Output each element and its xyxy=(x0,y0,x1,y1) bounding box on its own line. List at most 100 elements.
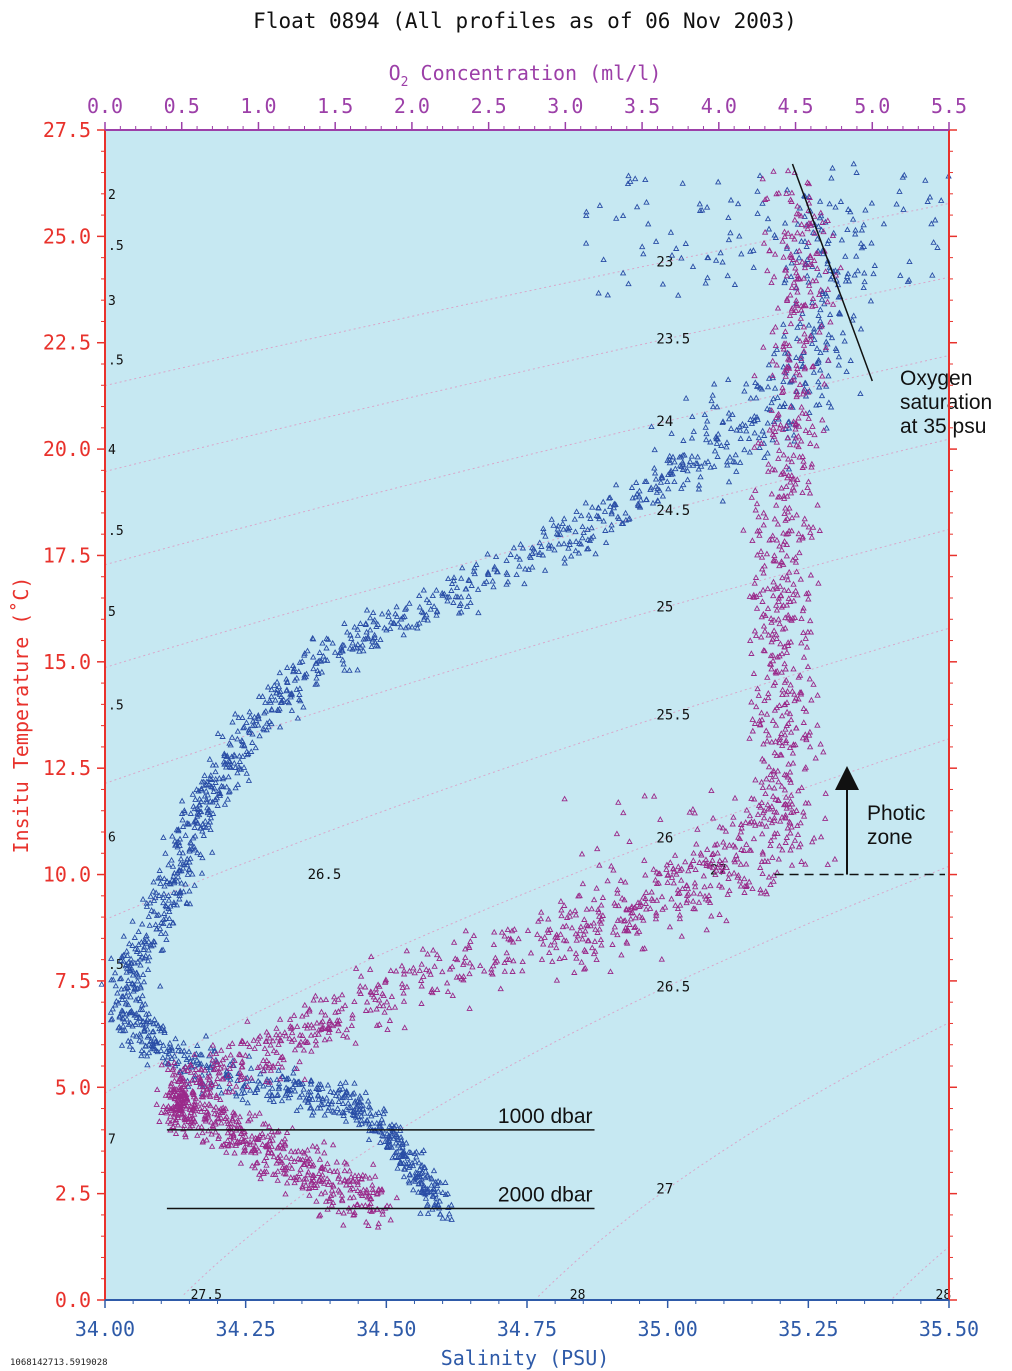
oxygen-data-point xyxy=(796,672,804,678)
oxygen-data-point xyxy=(788,458,795,465)
salinity-data-point xyxy=(397,1144,404,1151)
oxygen-data-point xyxy=(201,1066,209,1073)
salinity-data-point xyxy=(246,708,253,715)
salinity-data-point xyxy=(165,1044,173,1050)
oxygen-data-point xyxy=(742,819,749,825)
salinity-data-point xyxy=(345,1099,352,1106)
oxygen-data-point xyxy=(782,814,789,821)
salinity-data-point xyxy=(273,685,281,692)
oxygen-data-point xyxy=(269,1037,277,1044)
oxygen-data-point xyxy=(792,434,799,441)
oxygen-axis-title: O2 Concentration (ml/l) xyxy=(389,61,662,90)
oxygen-data-point xyxy=(731,794,739,801)
oxygen-data-point xyxy=(784,688,791,694)
oxygen-data-point xyxy=(831,855,839,862)
oxygen-data-point xyxy=(820,427,827,433)
oxygen-data-point xyxy=(776,842,783,849)
salinity-data-point xyxy=(382,1138,389,1144)
oxygen-data-point xyxy=(325,1028,332,1035)
salinity-data-point xyxy=(165,905,172,912)
oxygen-data-point xyxy=(259,1141,266,1147)
oxygen-data-point xyxy=(581,946,588,953)
oxygen-data-point xyxy=(366,1174,373,1181)
oxygen-data-point xyxy=(545,915,552,922)
salinity-data-point xyxy=(392,1153,399,1159)
oxygen-data-point xyxy=(345,1177,352,1184)
salinity-data-point xyxy=(320,652,327,659)
oxygen-data-point xyxy=(276,1016,284,1022)
oxygen-data-point xyxy=(272,1171,279,1178)
salinity-data-point xyxy=(198,778,206,785)
oxygen-data-point xyxy=(825,356,832,363)
oxygen-data-point xyxy=(824,217,831,224)
salinity-data-point xyxy=(770,418,778,425)
oxygen-data-point xyxy=(703,860,710,866)
oxygen-data-point xyxy=(611,899,618,906)
salinity-data-point xyxy=(756,172,764,179)
oxygen-data-point xyxy=(187,1109,194,1115)
salinity-data-point xyxy=(334,1105,341,1111)
oxygen-data-point xyxy=(758,613,765,620)
oxygen-data-point xyxy=(544,926,551,933)
salinity-data-point xyxy=(416,592,423,599)
salinity-data-point xyxy=(371,631,378,638)
salinity-data-point xyxy=(677,453,685,460)
oxygen-data-point xyxy=(279,1053,286,1060)
oxygen-data-point xyxy=(788,514,796,521)
oxygen-data-point xyxy=(783,295,791,302)
oxygen-data-point xyxy=(768,738,775,745)
salinity-data-point xyxy=(814,247,822,254)
salinity-data-point xyxy=(849,316,856,323)
salinity-data-point xyxy=(397,623,404,630)
oxygen-data-point xyxy=(642,871,649,878)
salinity-data-point xyxy=(185,865,193,872)
oxygen-data-point xyxy=(806,429,813,435)
oxygen-data-point xyxy=(250,1036,257,1043)
oxygen-data-point xyxy=(306,1184,313,1191)
oxygen-data-point xyxy=(563,914,571,920)
oxygen-data-point xyxy=(792,425,799,432)
salinity-data-point xyxy=(144,966,152,973)
oxygen-data-point xyxy=(282,1190,289,1197)
salinity-data-point xyxy=(185,1054,193,1061)
oxygen-data-point xyxy=(700,859,707,866)
oxygen-data-point xyxy=(774,767,781,774)
oxygen-data-point xyxy=(278,1138,285,1145)
oxygen-data-point xyxy=(756,591,763,597)
oxygen-data-point xyxy=(273,1025,280,1031)
oxygen-data-point xyxy=(608,862,615,869)
salinity-data-point xyxy=(240,764,248,770)
salinity-data-point xyxy=(835,353,843,360)
oxygen-data-point xyxy=(776,734,784,741)
oxygen-data-point xyxy=(237,1051,244,1058)
oxygen-data-point xyxy=(189,1122,196,1129)
salinity-data-point xyxy=(354,632,361,638)
oxygen-data-point xyxy=(807,440,814,446)
salinity-data-point xyxy=(765,361,773,368)
oxygen-data-point xyxy=(812,277,820,284)
oxygen-data-point xyxy=(706,863,713,869)
oxygen-data-point xyxy=(770,273,778,280)
salinity-data-point xyxy=(193,1056,201,1063)
isopycnal-edge-label: 2 xyxy=(108,188,116,203)
salinity-data-point xyxy=(868,239,875,246)
salinity-data-point xyxy=(702,279,709,286)
oxygen-data-point xyxy=(805,180,813,187)
salinity-data-point xyxy=(321,1111,328,1118)
salinity-data-point xyxy=(468,582,475,588)
oxygen-data-point xyxy=(778,668,785,675)
salinity-data-point xyxy=(665,485,672,492)
salinity-data-point xyxy=(350,1112,358,1118)
oxygen-data-point xyxy=(773,635,780,641)
oxygen-data-point xyxy=(784,508,792,515)
salinity-data-point xyxy=(223,783,230,790)
oxygen-data-point xyxy=(783,243,791,249)
oxygen-data-point xyxy=(767,842,774,849)
salinity-data-point xyxy=(283,1075,291,1081)
oxygen-data-point xyxy=(787,489,795,496)
oxygen-data-point xyxy=(338,991,346,998)
salinity-data-point xyxy=(575,549,583,556)
salinity-data-point xyxy=(439,1214,446,1221)
salinity-data-point xyxy=(503,557,510,564)
